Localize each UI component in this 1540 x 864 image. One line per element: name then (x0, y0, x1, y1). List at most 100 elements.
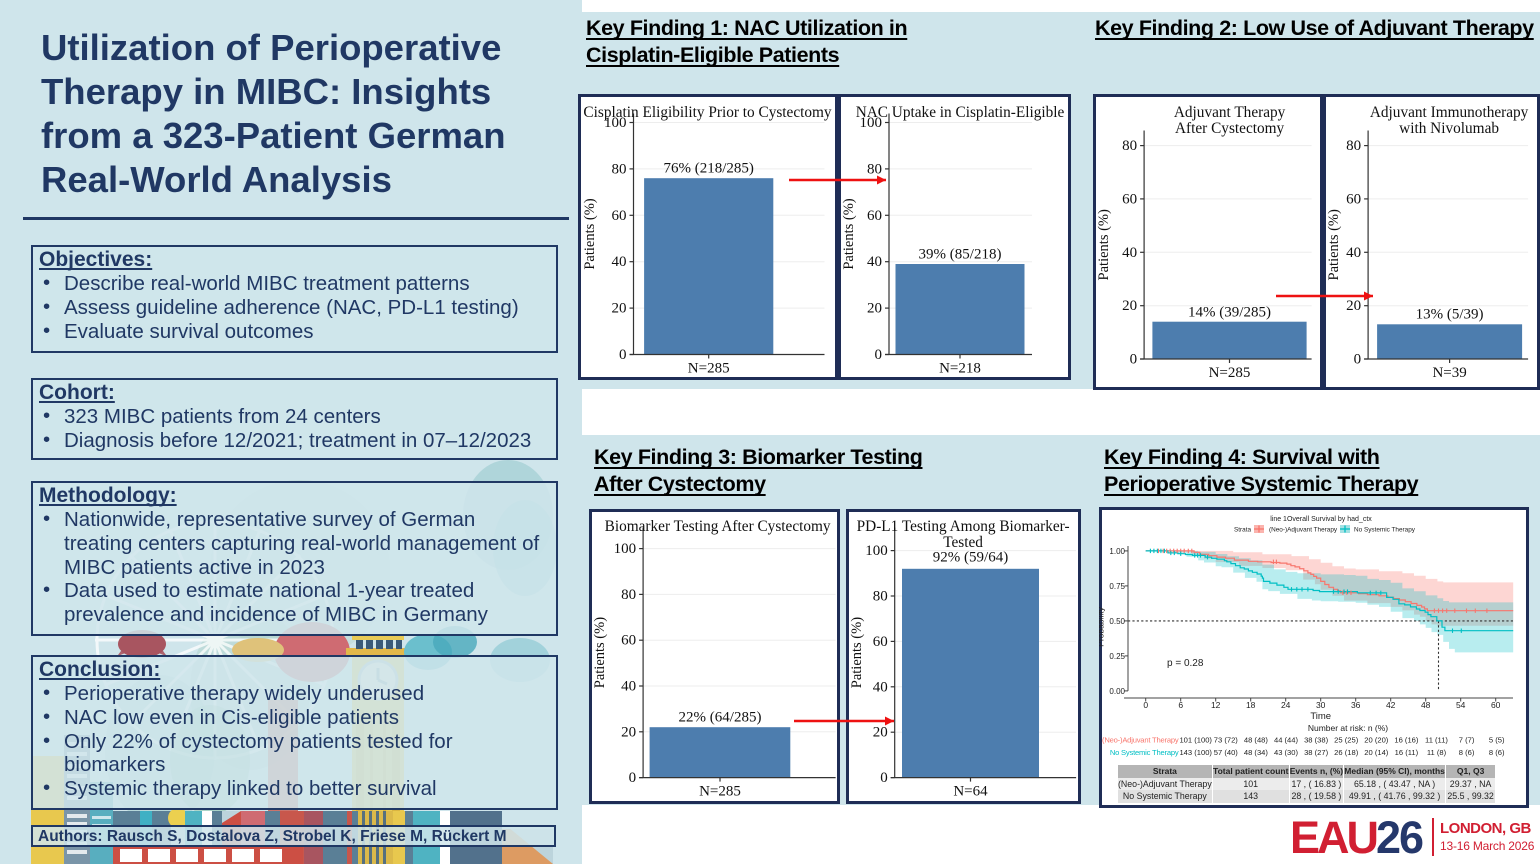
svg-text:40: 40 (621, 679, 636, 695)
svg-text:Cisplatin Eligibility Prior to: Cisplatin Eligibility Prior to Cystectom… (583, 104, 832, 121)
svg-text:80: 80 (611, 161, 626, 177)
svg-text:80: 80 (1122, 138, 1137, 154)
svg-text:Time: Time (1310, 711, 1331, 722)
svg-text:After Cystectomy: After Cystectomy (1175, 120, 1285, 137)
svg-text:80: 80 (873, 589, 888, 605)
svg-text:100: 100 (860, 115, 883, 131)
svg-text:11 (8): 11 (8) (1427, 748, 1447, 757)
svg-text:0.00: 0.00 (1109, 687, 1125, 696)
svg-text:0: 0 (875, 347, 883, 363)
svg-text:N=285: N=285 (699, 784, 741, 800)
svg-text:38 (38): 38 (38) (1304, 736, 1329, 745)
svg-text:76% (218/285): 76% (218/285) (663, 160, 753, 176)
svg-text:48 (48): 48 (48) (1244, 736, 1269, 745)
svg-text:42: 42 (1386, 700, 1396, 710)
svg-text:line 1Overall Survival by had_: line 1Overall Survival by had_ctx (1270, 516, 1372, 523)
svg-text:36: 36 (1351, 700, 1361, 710)
svg-text:100: 100 (865, 543, 888, 559)
svg-text:Number at risk: n (%): Number at risk: n (%) (1308, 723, 1388, 733)
svg-text:80: 80 (621, 587, 636, 603)
svg-text:No Systemic Therapy: No Systemic Therapy (1110, 748, 1179, 757)
svg-text:60: 60 (873, 634, 888, 650)
svg-text:20: 20 (873, 725, 888, 741)
svg-text:Patients (%): Patients (%) (592, 617, 608, 688)
svg-text:101 (100): 101 (100) (1179, 736, 1212, 745)
svg-text:(Neo-)Adjuvant Therapy: (Neo-)Adjuvant Therapy (1269, 527, 1338, 534)
svg-text:Adjuvant Therapy: Adjuvant Therapy (1174, 104, 1286, 121)
svg-text:5 (5): 5 (5) (1489, 736, 1505, 745)
svg-text:N=285: N=285 (1209, 365, 1251, 381)
svg-text:0: 0 (1143, 700, 1148, 710)
svg-text:14% (39/285): 14% (39/285) (1188, 304, 1271, 320)
svg-text:Tested: Tested (943, 534, 983, 551)
svg-text:0.25: 0.25 (1109, 652, 1125, 661)
svg-text:43 (30): 43 (30) (1274, 748, 1299, 757)
svg-text:N=64: N=64 (953, 784, 988, 800)
svg-text:0: 0 (619, 347, 627, 363)
svg-text:40: 40 (611, 254, 626, 270)
svg-text:30: 30 (1316, 700, 1326, 710)
svg-text:Probability: Probability (1099, 606, 1106, 646)
svg-text:80: 80 (1346, 138, 1361, 154)
svg-text:NAC Uptake in Cisplatin-Eligib: NAC Uptake in Cisplatin-Eligible (856, 104, 1065, 121)
svg-text:Patients (%): Patients (%) (1326, 208, 1342, 279)
svg-text:8 (6): 8 (6) (1489, 748, 1505, 757)
svg-text:73 (72): 73 (72) (1214, 736, 1239, 745)
svg-text:40: 40 (1122, 244, 1137, 260)
svg-text:25 (25): 25 (25) (1334, 736, 1359, 745)
svg-text:48: 48 (1421, 700, 1431, 710)
svg-text:26 (18): 26 (18) (1334, 748, 1359, 757)
svg-text:39% (85/218): 39% (85/218) (919, 246, 1002, 262)
svg-text:22% (64/285): 22% (64/285) (679, 710, 762, 726)
svg-text:100: 100 (604, 115, 627, 131)
svg-text:1.00: 1.00 (1109, 547, 1125, 556)
svg-text:Patients (%): Patients (%) (582, 198, 598, 269)
svg-text:p = 0.28: p = 0.28 (1167, 658, 1204, 669)
svg-text:80: 80 (867, 161, 882, 177)
svg-text:8 (6): 8 (6) (1459, 748, 1475, 757)
svg-text:20: 20 (611, 300, 626, 316)
svg-text:16 (16): 16 (16) (1394, 736, 1419, 745)
svg-text:0: 0 (629, 770, 637, 786)
svg-text:13% (5/39): 13% (5/39) (1416, 306, 1484, 322)
svg-text:Strata: Strata (1234, 527, 1251, 534)
svg-text:20 (14): 20 (14) (1364, 748, 1389, 757)
svg-text:143 (100): 143 (100) (1179, 748, 1212, 757)
svg-text:54: 54 (1456, 700, 1466, 710)
svg-text:(Neo-)Adjuvant Therapy: (Neo-)Adjuvant Therapy (1102, 736, 1179, 745)
svg-text:7 (7): 7 (7) (1459, 736, 1475, 745)
svg-text:PD-L1 Testing Among Biomarker-: PD-L1 Testing Among Biomarker- (857, 518, 1070, 535)
svg-text:100: 100 (614, 541, 637, 557)
svg-text:20: 20 (1346, 298, 1361, 314)
svg-text:40: 40 (873, 680, 888, 696)
svg-text:20 (20): 20 (20) (1364, 736, 1389, 745)
svg-text:Patients (%): Patients (%) (1096, 208, 1112, 279)
svg-text:N=218: N=218 (939, 360, 981, 376)
svg-text:11 (11): 11 (11) (1425, 736, 1448, 745)
svg-text:20: 20 (621, 725, 636, 741)
svg-text:44 (44): 44 (44) (1274, 736, 1299, 745)
svg-text:92% (59/64): 92% (59/64) (933, 550, 1008, 566)
svg-text:60: 60 (1491, 700, 1501, 710)
svg-text:60: 60 (1346, 191, 1361, 207)
svg-text:N=39: N=39 (1432, 365, 1466, 381)
svg-text:0.50: 0.50 (1109, 617, 1125, 626)
svg-text:60: 60 (611, 207, 626, 223)
svg-text:0: 0 (1130, 351, 1138, 367)
svg-text:No Systemic Therapy: No Systemic Therapy (1354, 527, 1416, 534)
svg-text:Adjuvant Immunotherapy: Adjuvant Immunotherapy (1370, 104, 1529, 121)
svg-text:20: 20 (1122, 298, 1137, 314)
svg-text:6: 6 (1178, 700, 1183, 710)
svg-text:16 (11): 16 (11) (1395, 748, 1419, 757)
svg-text:18: 18 (1246, 700, 1256, 710)
svg-text:48 (34): 48 (34) (1244, 748, 1269, 757)
svg-text:0: 0 (880, 770, 888, 786)
svg-text:40: 40 (1346, 244, 1361, 260)
svg-text:60: 60 (1122, 191, 1137, 207)
svg-text:with Nivolumab: with Nivolumab (1399, 120, 1499, 137)
svg-text:60: 60 (867, 207, 882, 223)
svg-text:12: 12 (1211, 700, 1221, 710)
svg-text:57 (40): 57 (40) (1214, 748, 1239, 757)
svg-text:Biomarker Testing After Cystec: Biomarker Testing After Cystectomy (605, 518, 831, 535)
svg-text:Patients (%): Patients (%) (841, 198, 857, 269)
